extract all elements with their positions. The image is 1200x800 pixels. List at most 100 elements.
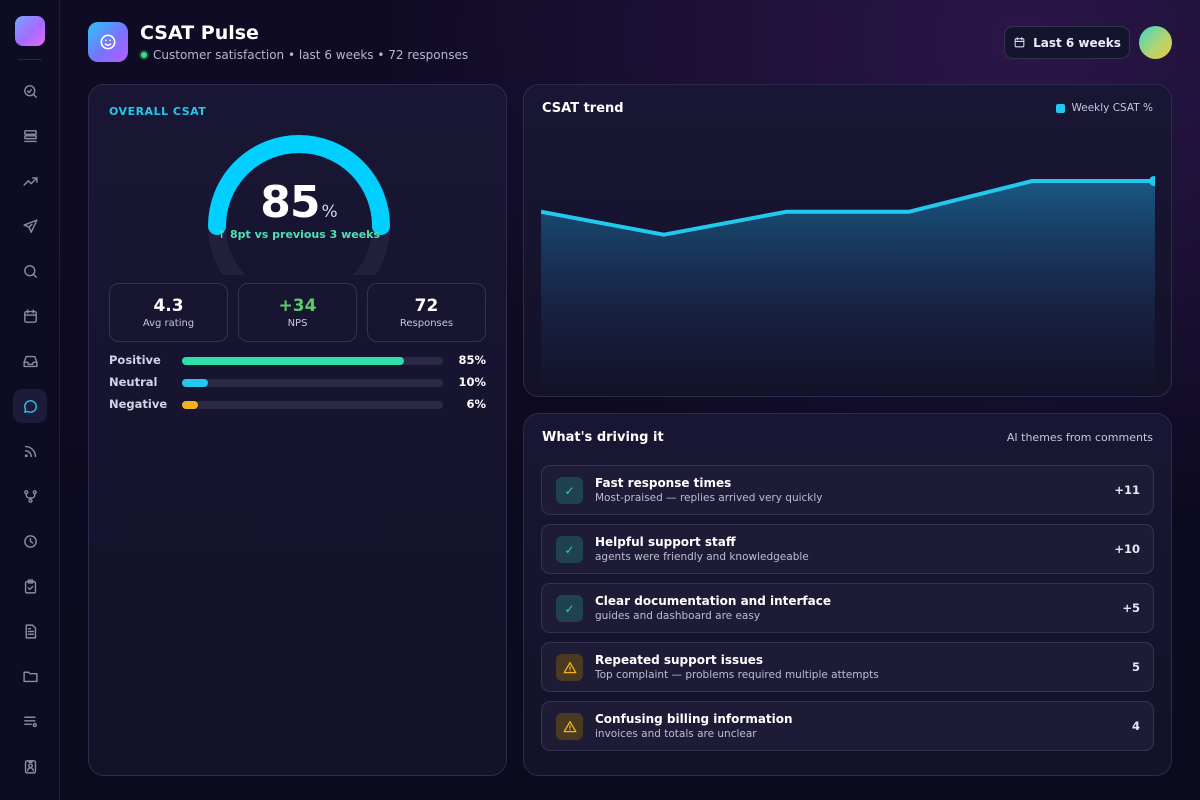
sidebar-item-inbox[interactable] xyxy=(13,344,47,378)
user-avatar[interactable] xyxy=(1139,26,1172,59)
live-status-dot xyxy=(139,50,149,60)
smiley-icon xyxy=(100,34,116,50)
date-range-label: Last 6 weeks xyxy=(1033,35,1121,50)
driver-description: invoices and totals are unclear xyxy=(595,728,757,740)
sidebar-item-folders[interactable] xyxy=(13,659,47,693)
sidebar-item-send[interactable] xyxy=(13,209,47,243)
database-icon xyxy=(23,129,37,142)
csat-score-unit: % xyxy=(321,202,338,222)
sentiment-label: Neutral xyxy=(109,375,158,389)
search-icon xyxy=(23,264,37,278)
trend-point[interactable] xyxy=(1149,176,1155,186)
list-filter-icon xyxy=(23,716,37,727)
csat-score-number: 85 xyxy=(260,177,320,228)
driver-title: Fast response times xyxy=(595,476,732,490)
stat-avg-rating: 4.3 Avg rating xyxy=(109,283,228,342)
clock-icon xyxy=(23,534,37,548)
driver-title: Confusing billing information xyxy=(595,712,793,726)
sentiment-track xyxy=(182,357,443,365)
sidebar-item-flows[interactable] xyxy=(13,479,47,513)
git-branch-icon xyxy=(23,489,37,503)
stat-value: +34 xyxy=(278,296,317,316)
driver-row[interactable]: ✓ Fast response times Most-praised — rep… xyxy=(541,465,1154,515)
date-range-button[interactable]: Last 6 weeks xyxy=(1004,26,1130,59)
page-subtitle: Customer satisfaction • last 6 weeks • 7… xyxy=(139,48,468,62)
sentiment-row-negative: Negative 6% xyxy=(109,397,486,413)
app-header-icon xyxy=(88,22,128,62)
sidebar-item-tasks[interactable] xyxy=(13,569,47,603)
sidebar-item-documents[interactable] xyxy=(13,614,47,648)
driver-row[interactable]: ✓ Clear documentation and interface guid… xyxy=(541,583,1154,633)
sidebar-item-lists[interactable] xyxy=(13,704,47,738)
driver-title: Clear documentation and interface xyxy=(595,594,832,608)
sidebar-divider xyxy=(18,59,42,60)
driver-title: Helpful support staff xyxy=(595,535,736,549)
driver-description: agents were friendly and knowledgeable xyxy=(595,551,809,563)
sentiment-fill xyxy=(182,379,209,387)
sidebar-item-search[interactable] xyxy=(13,254,47,288)
sidebar-item-trends[interactable] xyxy=(13,164,47,198)
subtitle-text: Customer satisfaction • last 6 weeks • 7… xyxy=(153,48,469,62)
driver-description: Top complaint — problems required multip… xyxy=(595,669,879,681)
driver-row[interactable]: Repeated support issues Top complaint — … xyxy=(541,642,1154,692)
stat-label: NPS xyxy=(287,318,308,329)
driver-count: +10 xyxy=(1114,542,1140,556)
search-analytics-icon xyxy=(23,84,37,98)
sidebar-item-analytics-search[interactable] xyxy=(13,74,47,108)
sentiment-label: Positive xyxy=(109,353,161,367)
driver-description: Most-praised — replies arrived very quic… xyxy=(595,492,823,504)
csat-delta: ↑ 8pt vs previous 3 weeks xyxy=(216,228,381,241)
folder-icon xyxy=(22,671,38,682)
sentiment-row-positive: Positive 85% xyxy=(109,353,486,369)
driver-count: +5 xyxy=(1122,601,1140,615)
calendar-icon xyxy=(1014,37,1025,48)
send-icon xyxy=(22,218,38,233)
sentiment-track xyxy=(182,379,443,387)
csat-gauge xyxy=(208,135,391,275)
stat-responses: 72 Responses xyxy=(367,283,486,342)
csat-trend-card: CSAT trend Weekly CSAT % xyxy=(523,84,1172,397)
gauge-fill xyxy=(208,135,390,235)
warning-icon xyxy=(556,654,583,681)
check-icon: ✓ xyxy=(556,595,583,622)
sidebar-item-calendar[interactable] xyxy=(13,299,47,333)
sentiment-fill xyxy=(182,357,404,365)
sidebar xyxy=(0,0,60,800)
sidebar-item-profile[interactable] xyxy=(13,749,47,783)
trend-line xyxy=(541,179,1155,237)
sidebar-item-feedback[interactable] xyxy=(13,389,47,423)
page-title: CSAT Pulse xyxy=(140,22,259,44)
app-logo[interactable] xyxy=(15,16,45,46)
driver-count: +11 xyxy=(1114,483,1140,497)
drivers-subtitle: AI themes from comments xyxy=(1006,431,1153,444)
legend-label: Weekly CSAT % xyxy=(1071,102,1153,114)
driver-count: 4 xyxy=(1131,719,1140,733)
trend-chart xyxy=(541,176,1155,385)
document-icon xyxy=(25,623,36,639)
sentiment-track xyxy=(182,401,443,409)
warning-icon xyxy=(556,713,583,740)
sidebar-item-database[interactable] xyxy=(13,119,47,153)
stat-value: 72 xyxy=(414,296,439,316)
sentiment-label: Negative xyxy=(109,397,168,411)
sidebar-item-history[interactable] xyxy=(13,524,47,558)
drivers-card: What's driving it AI themes from comment… xyxy=(523,413,1172,776)
driver-description: guides and dashboard are easy xyxy=(595,610,761,622)
driver-count: 5 xyxy=(1131,660,1140,674)
sentiment-percent: 10% xyxy=(458,375,486,389)
driver-row[interactable]: ✓ Helpful support staff agents were frie… xyxy=(541,524,1154,574)
trend-title: CSAT trend xyxy=(542,101,624,116)
sentiment-percent: 85% xyxy=(458,353,486,367)
check-icon: ✓ xyxy=(556,536,583,563)
sidebar-item-feed[interactable] xyxy=(13,434,47,468)
trend-legend: Weekly CSAT % xyxy=(1056,102,1153,114)
stat-value: 4.3 xyxy=(153,296,184,316)
driver-row[interactable]: Confusing billing information invoices a… xyxy=(541,701,1154,751)
badge-user-icon xyxy=(24,759,36,774)
calendar-icon xyxy=(23,308,37,323)
driver-title: Repeated support issues xyxy=(595,653,764,667)
trending-up-icon xyxy=(22,176,38,186)
clipboard-check-icon xyxy=(24,578,36,594)
sentiment-percent: 6% xyxy=(466,397,486,411)
overall-csat-card: OVERALL CSAT 85% ↑ 8pt vs previous 3 wee… xyxy=(88,84,507,776)
